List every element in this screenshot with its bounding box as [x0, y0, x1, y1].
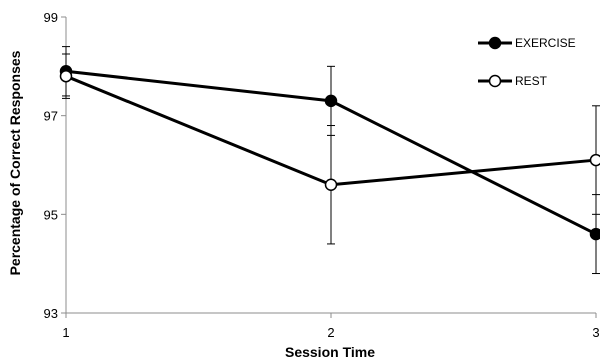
data-point-rest: [324, 178, 338, 191]
data-point-rest: [59, 69, 73, 83]
y-tick-label: 93: [44, 306, 58, 321]
y-tick-label: 99: [44, 10, 58, 25]
data-point-exercise: [324, 94, 338, 108]
y-tick-label: 95: [44, 207, 58, 222]
x-axis-title: Session Time: [285, 344, 375, 360]
legend-item-rest: REST: [478, 74, 548, 88]
legend-item-exercise: EXERCISE: [478, 36, 576, 50]
data-point-rest: [589, 153, 600, 167]
legend-marker: [488, 74, 502, 88]
x-tick-label: 1: [62, 325, 69, 340]
legend-label: EXERCISE: [515, 36, 576, 50]
legend-marker: [488, 36, 502, 50]
x-tick-label: 3: [592, 325, 599, 340]
legend-label: REST: [515, 74, 548, 88]
y-axis-title: Percentage of Correct Responses: [7, 50, 23, 275]
x-tick-label: 2: [327, 325, 334, 340]
data-point-exercise: [589, 227, 600, 241]
y-tick-label: 97: [44, 109, 58, 124]
